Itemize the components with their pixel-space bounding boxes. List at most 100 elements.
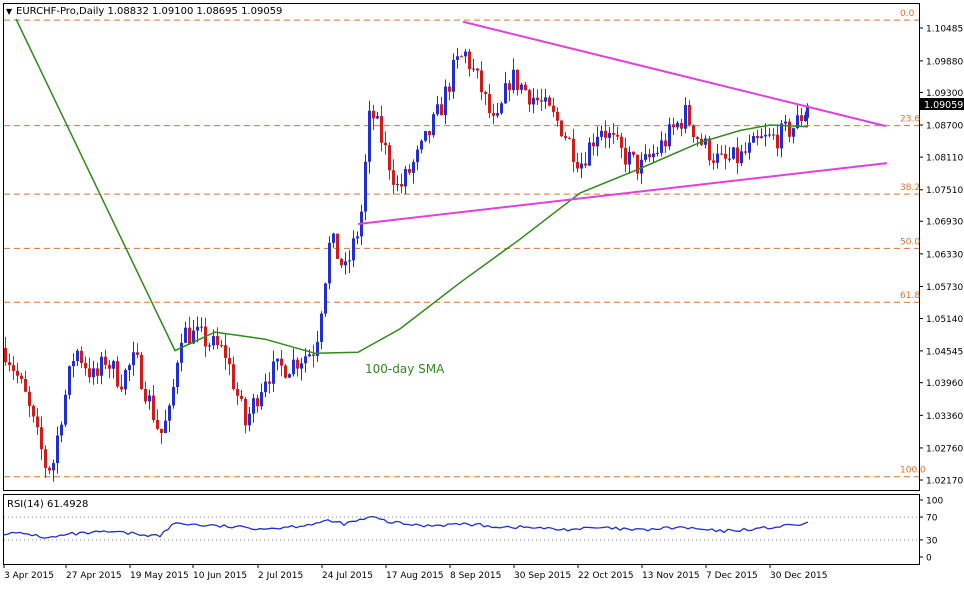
candle-body	[136, 352, 139, 355]
candle-body	[768, 134, 771, 136]
candle-body	[668, 124, 671, 147]
candle-body	[132, 352, 135, 366]
candle-body	[148, 395, 151, 402]
candle-body	[496, 113, 499, 116]
candlesticks	[4, 47, 809, 482]
y-tick-label: 1.05730	[926, 283, 963, 293]
candle-body	[444, 86, 447, 116]
candle-body	[128, 365, 131, 371]
candle-body	[248, 413, 251, 426]
candle-body	[340, 258, 343, 266]
candle-body	[156, 419, 159, 429]
candle-body	[488, 94, 491, 114]
candle-body	[780, 123, 783, 149]
candle-body	[264, 381, 267, 393]
candle-body	[312, 354, 315, 356]
candle-body	[704, 138, 707, 145]
candle-body	[308, 354, 311, 357]
candle-body	[524, 84, 527, 91]
candle-body	[152, 395, 155, 420]
candle-body	[672, 124, 675, 128]
candle-body	[516, 69, 519, 90]
candle-body	[292, 359, 295, 375]
candle-body	[252, 398, 255, 414]
x-tick-label: 2 Jul 2015	[258, 571, 303, 581]
candle-body	[428, 131, 431, 136]
x-tick-label: 8 Sep 2015	[450, 571, 501, 581]
rsi-title: RSI(14) 61.4928	[7, 499, 88, 510]
y-tick-label: 1.04545	[926, 347, 963, 357]
candle-body	[164, 420, 167, 433]
candle-body	[104, 356, 107, 365]
candle-body	[424, 131, 427, 141]
candle-body	[716, 153, 719, 163]
candle-body	[352, 238, 355, 261]
candle-body	[776, 134, 779, 149]
candle-body	[172, 387, 175, 406]
rsi-line	[3, 515, 809, 539]
y-tick-label: 1.08110	[926, 154, 963, 164]
y-tick-label: 1.09880	[926, 57, 963, 67]
candle-body	[160, 428, 163, 433]
fib-level-label: 50.0	[900, 237, 920, 247]
rsi-tick-label: 0	[926, 554, 932, 564]
candle-body	[112, 361, 115, 369]
candle-body	[576, 161, 579, 169]
candle-body	[640, 159, 643, 174]
candle-body	[636, 154, 639, 174]
candle-body	[88, 368, 91, 378]
collapse-arrow-icon[interactable]: ▼	[6, 7, 13, 16]
candle-body	[652, 153, 655, 158]
candle-body	[648, 154, 651, 158]
candle-body	[628, 151, 631, 165]
candle-body	[344, 261, 347, 266]
candle-body	[548, 97, 551, 106]
candle-body	[584, 163, 587, 166]
y-tick-label: 1.03360	[926, 412, 963, 422]
candle-body	[464, 51, 467, 57]
candle-body	[20, 375, 23, 380]
candle-body	[532, 97, 535, 105]
candle-body	[80, 350, 83, 363]
rsi-indicator: 100 70 30 0	[3, 497, 943, 564]
candle-body	[332, 233, 335, 243]
trendlines	[357, 20, 888, 225]
candle-body	[680, 122, 683, 129]
candle-body	[188, 327, 191, 344]
candle-body	[616, 134, 619, 137]
candle-body	[596, 136, 599, 147]
candle-body	[416, 149, 419, 163]
candle-body	[556, 111, 559, 121]
candle-body	[520, 84, 523, 90]
candle-body	[744, 151, 747, 153]
rsi-tick-label: 100	[926, 497, 943, 507]
candle-body	[140, 354, 143, 390]
candle-body	[712, 160, 715, 163]
candle-body	[708, 138, 711, 161]
candle-body	[280, 358, 283, 366]
candle-body	[764, 134, 767, 137]
candle-body	[192, 330, 195, 344]
candle-body	[184, 327, 187, 343]
x-tick-label: 10 Jun 2015	[193, 571, 247, 581]
candle-body	[400, 183, 403, 187]
candle-body	[564, 136, 567, 139]
candle-body	[620, 136, 623, 148]
candle-body	[580, 163, 583, 169]
candle-body	[392, 170, 395, 185]
y-tick-label: 1.06930	[926, 218, 963, 228]
candle-body	[76, 350, 79, 362]
rsi-tick-label: 70	[926, 514, 938, 524]
candle-body	[468, 51, 471, 70]
candle-body	[32, 405, 35, 417]
candle-body	[440, 104, 443, 116]
candle-body	[720, 153, 723, 155]
fib-level-label: 23.6	[900, 115, 920, 125]
candle-body	[644, 154, 647, 160]
candle-body	[296, 359, 299, 369]
candle-body	[512, 69, 515, 91]
candle-body	[84, 362, 87, 369]
fib-level-label: 61.8	[900, 291, 920, 301]
candle-body	[36, 416, 39, 428]
